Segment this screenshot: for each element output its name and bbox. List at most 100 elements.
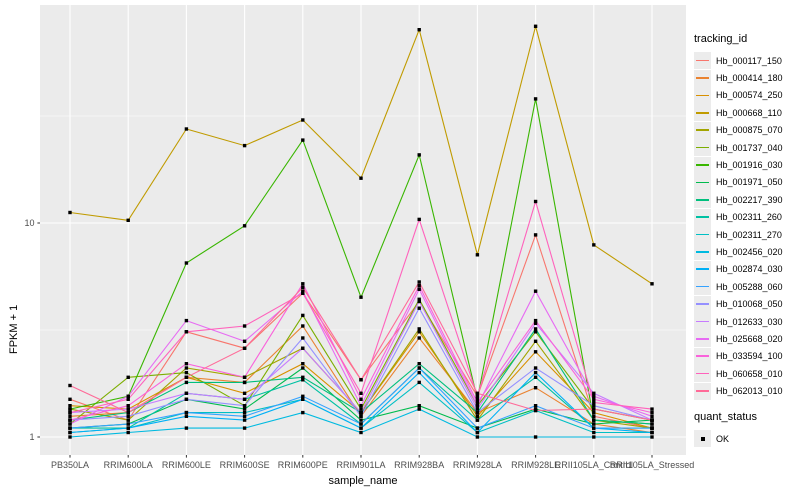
y-tick-label: 1 [29,431,35,442]
legend-item-label: Hb_000117_150 [716,55,782,66]
data-point-marker [359,414,363,418]
data-point-marker [126,430,130,435]
legend-item: Hb_000414_180 [694,69,783,87]
data-point-marker [533,199,538,204]
legend-item-label: Hb_012633_030 [716,316,783,327]
legend-key-line-icon [696,181,709,184]
data-point-marker [359,397,363,401]
legend-key [694,191,711,209]
legend-item: Hb_000875_070 [694,121,783,139]
legend-key [694,330,711,348]
data-point-marker [592,243,596,247]
data-point-marker [242,375,247,379]
data-point-marker [533,330,538,334]
legend-key [694,226,711,244]
data-point-marker [533,327,538,331]
legend-item: Hb_002874_030 [694,260,783,278]
data-point-marker [475,414,480,418]
legend-item: Hb_062013_010 [694,382,783,400]
data-point-marker [592,391,596,395]
y-axis-title: FPKM + 1 [8,304,20,355]
data-point-marker [533,366,538,370]
legend-key-line-icon [696,338,709,340]
data-point-marker [533,370,538,375]
data-point-marker [68,426,72,430]
legend-item-label: Hb_033594_100 [716,351,783,362]
legend-item: Hb_012633_030 [694,313,783,331]
data-point-marker [301,291,305,295]
legend-item-label: Hb_001916_030 [716,160,783,171]
legend-item: Hb_002217_390 [694,191,783,209]
data-point-marker [475,407,480,411]
legend-item-label: Hb_002217_390 [716,194,783,205]
data-point-marker [242,391,247,395]
data-point-marker [242,404,247,408]
data-point-marker [126,422,130,426]
data-point-marker [650,435,654,439]
data-point-marker [359,410,363,415]
data-point-marker [242,414,247,418]
legend-item: Hb_002456_020 [694,243,783,261]
data-point-marker [533,404,538,408]
data-point-marker [242,346,247,350]
data-point-marker [301,289,305,293]
legend-item: Hb_000117_150 [694,52,783,70]
data-point-marker [301,394,305,398]
data-point-marker [68,418,72,422]
data-point-marker [533,24,538,28]
legend-item-label: Hb_005288_060 [716,281,783,292]
data-point-marker [126,394,130,398]
legend-key-line-icon [696,285,709,288]
legend-key-line-icon [696,77,709,79]
legend-key [694,243,711,261]
data-point-marker [301,397,305,401]
data-point-marker [301,336,305,340]
data-point-marker [301,346,305,350]
legend-item-label: Hb_062013_010 [716,386,783,397]
data-point-marker [475,418,480,422]
data-point-marker [592,422,596,426]
x-axis-title: sample_name [328,475,398,487]
legend-key-line-icon [696,146,709,149]
data-point-marker [126,410,130,415]
data-point-marker [359,295,363,299]
legend-items: Hb_000117_150 Hb_000414_180 Hb_000574_250 H… [694,52,783,400]
x-tick-label: RRIM600LE [161,460,211,470]
legend-key [694,313,711,331]
data-point-marker [650,422,654,426]
legend-item: Hb_000668_110 [694,104,783,122]
data-point-marker [126,407,130,411]
legend-key [694,173,711,191]
legend-item-label: Hb_000875_070 [716,125,783,136]
data-point-marker [184,330,189,334]
data-point-marker [417,299,421,304]
legend-item: Hb_033594_100 [694,347,783,365]
legend-item-ok: OK [694,430,783,447]
legend-item-label: Hb_025668_020 [716,333,783,344]
data-point-marker [126,426,130,430]
legend-item-label: Hb_010068_050 [716,299,783,310]
data-point-marker [650,418,654,422]
legend-item-label: Hb_002456_020 [716,246,783,257]
x-tick-label: RRIM600LA [103,460,153,470]
data-point-marker [359,176,363,180]
legend-key-line-icon [696,111,709,114]
legend-key-line-icon [696,216,709,218]
data-point-marker [359,404,363,408]
legend-item: Hb_002311_260 [694,208,783,226]
legend-key [694,347,711,365]
data-point-marker [359,418,363,422]
data-point-marker [242,380,247,385]
data-point-marker [242,143,247,148]
data-point-marker [417,287,421,291]
data-point-marker [533,435,538,439]
data-point-marker [359,391,363,395]
data-point-marker [301,378,305,382]
data-point-marker [301,324,305,328]
legend-key-line-icon [696,94,709,97]
data-point-marker [301,138,305,142]
data-point-marker [184,426,189,430]
x-tick-label: RRIM928LE [511,460,561,470]
